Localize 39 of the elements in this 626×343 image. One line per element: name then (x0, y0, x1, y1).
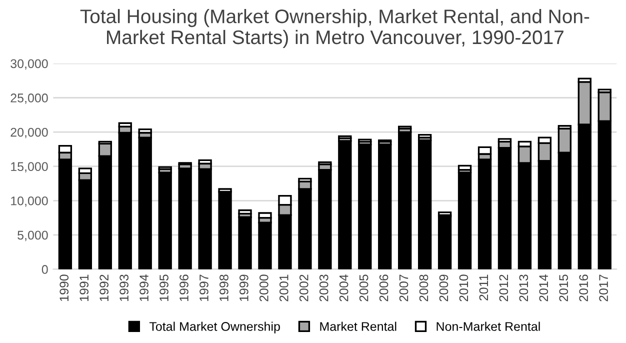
x-tick-label: 2004 (339, 274, 348, 302)
x-tick-label: 1996 (180, 274, 188, 301)
y-tick-label: 30,000 (10, 59, 48, 70)
x-tick-label: 2015 (559, 274, 568, 302)
legend-label: Total Market Ownership (149, 322, 280, 334)
x-tick-label: 2006 (379, 274, 388, 302)
x-tick-label: 1993 (120, 274, 128, 301)
x-tick-label: 1992 (100, 274, 109, 301)
x-tick-label: 2011 (479, 274, 488, 300)
legend-label: Market Rental (320, 322, 396, 331)
y-tick-label: 10,000 (11, 196, 48, 207)
x-tick-label: 2007 (399, 274, 408, 302)
x-tick-label: 2002 (299, 274, 308, 302)
y-tick-label: 5,000 (18, 230, 48, 242)
x-tick-label: 2017 (599, 274, 608, 302)
x-tick-label: 1998 (220, 274, 228, 301)
x-tick-label: 1995 (160, 274, 168, 301)
x-tick-label: 2005 (359, 274, 368, 302)
y-tick-label: 15,000 (11, 162, 48, 172)
x-tick-label: 2008 (419, 274, 428, 302)
x-tick-label: 2000 (259, 274, 268, 302)
x-tick-label: 2001 (279, 274, 288, 302)
y-tick-label: 0 (42, 265, 48, 274)
x-tick-label: 1997 (200, 274, 208, 301)
x-tick-label: 1994 (140, 274, 148, 301)
y-tick-label: 20,000 (10, 128, 48, 138)
chart-title: Total Housing (Market Ownership, Market Rental, and Non- Market Rental Starts) in Metro Vancouver, 1990-2017 (80, 8, 590, 48)
x-tick-label: 2016 (579, 274, 588, 302)
x-tick-label: 2014 (539, 274, 548, 302)
x-tick-label: 1990 (60, 274, 69, 301)
x-tick-label: 2009 (439, 274, 448, 302)
y-tick-label: 25,000 (10, 94, 48, 104)
x-tick-label: 1991 (80, 274, 89, 301)
x-tick-label: 1999 (240, 274, 248, 301)
x-tick-label: 2003 (319, 274, 328, 302)
x-tick-label: 2012 (499, 274, 508, 302)
legend-label: Non-Market Rental (436, 322, 540, 331)
x-tick-label: 2010 (459, 274, 468, 302)
x-tick-label: 2013 (519, 274, 528, 302)
